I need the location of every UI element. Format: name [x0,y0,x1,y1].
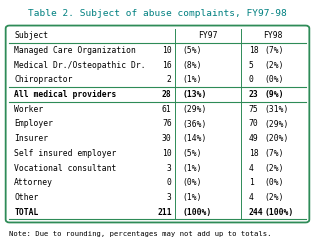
Text: (36%): (36%) [183,120,207,128]
FancyBboxPatch shape [6,26,309,222]
Text: Chiropractor: Chiropractor [14,75,73,84]
Text: FY97: FY97 [198,31,218,40]
Text: (5%): (5%) [183,149,202,158]
Text: Table 2. Subject of abuse complaints, FY97-98: Table 2. Subject of abuse complaints, FY… [28,9,287,18]
Text: 2: 2 [167,75,172,84]
Text: (7%): (7%) [265,46,284,55]
Text: Managed Care Organization: Managed Care Organization [14,46,136,55]
Text: Worker: Worker [14,105,43,114]
Text: TOTAL: TOTAL [14,208,38,217]
Text: Note: Due to rounding, percentages may not add up to totals.: Note: Due to rounding, percentages may n… [9,231,272,237]
Text: Subject: Subject [14,31,48,40]
Text: (13%): (13%) [183,90,207,99]
Text: 76: 76 [162,120,172,128]
Text: 75: 75 [249,105,259,114]
Text: 0: 0 [249,75,254,84]
Text: (1%): (1%) [183,75,202,84]
Text: (100%): (100%) [183,208,212,217]
Text: 18: 18 [249,149,259,158]
Text: 10: 10 [162,46,172,55]
Text: (1%): (1%) [183,164,202,173]
Text: (0%): (0%) [183,178,202,187]
Text: 49: 49 [249,134,259,143]
Text: All medical providers: All medical providers [14,90,117,99]
Text: (1%): (1%) [183,193,202,202]
Text: 3: 3 [167,193,172,202]
Text: 16: 16 [162,61,172,70]
Text: (9%): (9%) [265,90,284,99]
Text: 28: 28 [162,90,172,99]
Text: Self insured employer: Self insured employer [14,149,117,158]
Text: Other: Other [14,193,38,202]
Text: 30: 30 [162,134,172,143]
Text: 23: 23 [249,90,259,99]
Text: (29%): (29%) [265,120,289,128]
Text: (8%): (8%) [183,61,202,70]
Text: (20%): (20%) [265,134,289,143]
Text: 3: 3 [167,164,172,173]
Text: 18: 18 [249,46,259,55]
Text: Employer: Employer [14,120,53,128]
Text: (0%): (0%) [265,75,284,84]
Text: (5%): (5%) [183,46,202,55]
Text: 70: 70 [249,120,259,128]
Text: FY98: FY98 [264,31,283,40]
Text: 211: 211 [157,208,172,217]
Text: 4: 4 [249,193,254,202]
Text: 61: 61 [162,105,172,114]
Text: (31%): (31%) [265,105,289,114]
Text: (2%): (2%) [265,193,284,202]
Text: Attorney: Attorney [14,178,53,187]
Text: Vocational consultant: Vocational consultant [14,164,117,173]
Text: Insurer: Insurer [14,134,48,143]
Text: 10: 10 [162,149,172,158]
Text: (14%): (14%) [183,134,207,143]
Text: (100%): (100%) [265,208,294,217]
Text: Medical Dr./Osteopathic Dr.: Medical Dr./Osteopathic Dr. [14,61,146,70]
Text: (2%): (2%) [265,164,284,173]
Text: 0: 0 [167,178,172,187]
Text: 5: 5 [249,61,254,70]
Text: (29%): (29%) [183,105,207,114]
Text: 1: 1 [249,178,254,187]
Text: 4: 4 [249,164,254,173]
Text: (2%): (2%) [265,61,284,70]
Text: (7%): (7%) [265,149,284,158]
Text: (0%): (0%) [265,178,284,187]
Text: 244: 244 [249,208,263,217]
